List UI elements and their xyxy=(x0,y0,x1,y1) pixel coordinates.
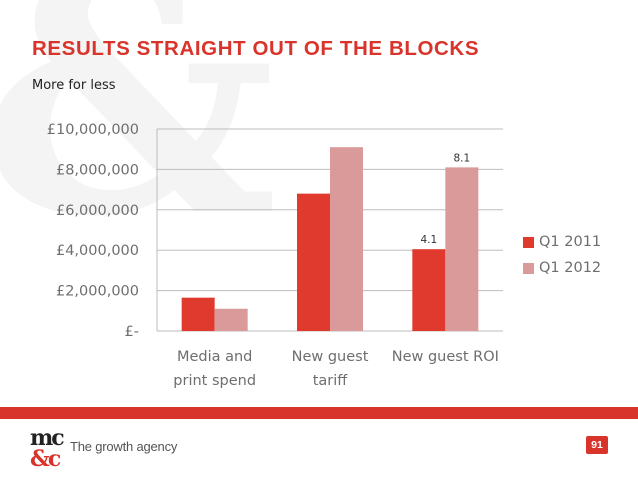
y-tick-label: £10,000,000 xyxy=(47,122,139,138)
slide-subtitle: More for less xyxy=(32,78,116,93)
bar-2-2 xyxy=(330,147,363,331)
slide-title: RESULTS STRAIGHT OUT OF THE BLOCKS xyxy=(32,37,480,60)
legend-label-series-1: Q1 2011 xyxy=(539,234,602,250)
chart-legend: Q1 2011 Q1 2012 xyxy=(523,229,601,281)
data-label: 4.1 xyxy=(420,234,437,246)
y-tick-label: £8,000,000 xyxy=(56,162,139,178)
legend-item-series-2: Q1 2012 xyxy=(523,255,601,281)
y-tick-label: £4,000,000 xyxy=(56,243,139,259)
bar-1-3 xyxy=(412,249,446,331)
logo-text-top: mc xyxy=(30,426,64,451)
mc-and-c-logo: mc &c xyxy=(30,426,66,468)
y-tick-label: £- xyxy=(125,324,139,340)
logo-text-bottom: &c xyxy=(30,446,61,468)
y-tick-label: £2,000,000 xyxy=(56,284,139,300)
company-tagline: The growth agency xyxy=(70,439,178,454)
x-tick-label: print spend xyxy=(173,373,256,389)
data-label: 8.1 xyxy=(453,152,470,164)
x-tick-label: Media and xyxy=(177,349,252,365)
legend-item-series-1: Q1 2011 xyxy=(523,229,601,255)
legend-swatch-series-2 xyxy=(523,262,534,274)
x-tick-label: New guest ROI xyxy=(392,349,499,365)
footer-accent-bar xyxy=(0,407,638,419)
bar-chart: £- £2,000,000 £4,000,000 £6,000,000 £8,000,0… xyxy=(47,122,503,389)
y-tick-label: £6,000,000 xyxy=(56,203,139,219)
x-tick-label: New guest xyxy=(292,349,369,365)
bar-2-1 xyxy=(214,308,248,331)
bar-1-2 xyxy=(297,193,330,331)
x-tick-label: tariff xyxy=(313,373,349,389)
legend-label-series-2: Q1 2012 xyxy=(539,260,602,276)
legend-swatch-series-1 xyxy=(523,236,534,248)
page-number: 91 xyxy=(586,436,608,454)
bar-1-1 xyxy=(181,297,215,331)
bar-2-3 xyxy=(445,167,479,331)
